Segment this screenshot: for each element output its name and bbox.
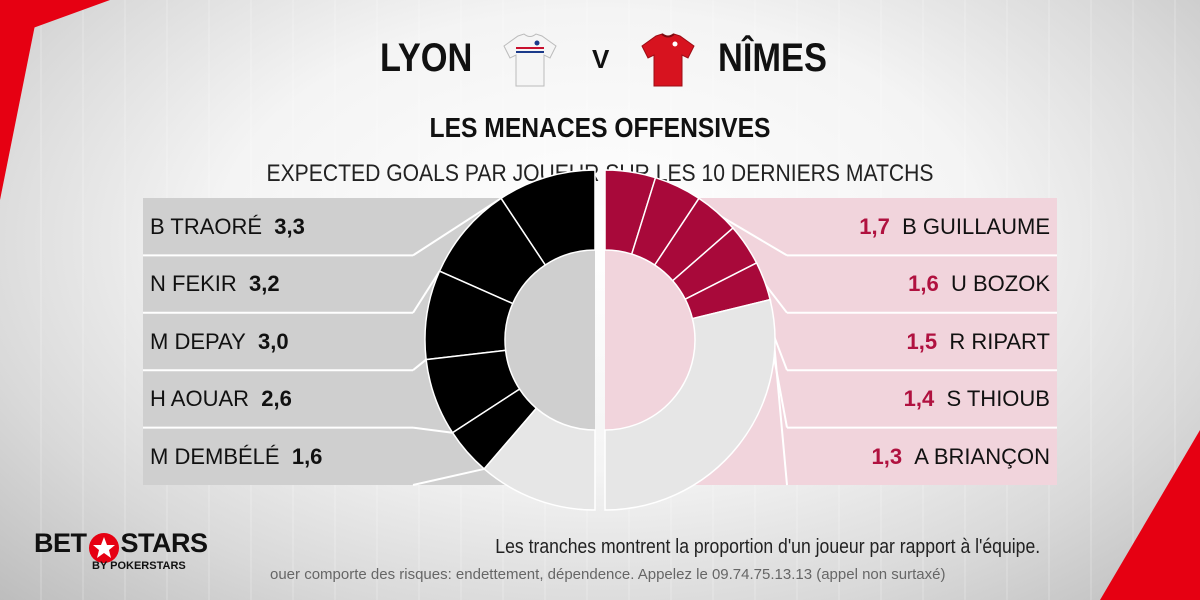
home-jersey-icon: [503, 33, 557, 87]
player-xg-value: 1,4: [903, 386, 935, 412]
betstars-logo: BET STARS BY POKERSTARS: [34, 528, 208, 572]
home-player-row: M DEPAY 3,0: [150, 329, 289, 355]
home-connector-1: [412, 197, 502, 257]
chart-title: LES MENACES OFFENSIVES: [429, 112, 771, 143]
home-team-name: LYON: [380, 36, 473, 80]
home-player-row: B TRAORÉ 3,3: [150, 214, 305, 240]
home-player-row: N FEKIR 3,2: [150, 271, 280, 297]
home-player-row: M DEMBÉLÉ 1,6: [150, 444, 322, 470]
player-xg-value: 3,3: [274, 214, 305, 239]
star-logo-icon: [88, 532, 119, 563]
away-player-row: 1,6 U BOZOK: [908, 271, 1050, 297]
player-name: B GUILLAUME: [902, 214, 1050, 239]
player-xg-value: 3,2: [249, 271, 280, 297]
away-team-name: NÎMES: [718, 36, 827, 80]
player-name: B TRAORÉ: [150, 214, 263, 239]
player-xg-value: 1,6: [291, 443, 323, 469]
player-name: H AOUAR: [150, 386, 250, 412]
corner-accent-bottom-right: [1100, 430, 1200, 600]
player-name: M DEPAY: [150, 328, 246, 354]
player-xg-value: 2,6: [261, 386, 292, 412]
gambling-disclaimer: ouer comporte des risques: endettement, …: [270, 566, 946, 583]
home-remainder-slice: [483, 407, 596, 511]
player-name: A BRIANÇON: [914, 443, 1050, 469]
away-player-row: 1,7 B GUILLAUME: [859, 214, 1050, 240]
chart-subtitle: EXPECTED GOALS PAR JOUEUR SUR LES 10 DER…: [266, 160, 934, 187]
away-player-row: 1,4 S THIOUB: [904, 386, 1050, 412]
player-xg-value: 1,5: [906, 328, 938, 354]
corner-accent-top-left-2: [0, 0, 110, 40]
away-jersey-icon: [641, 33, 695, 87]
player-name: U BOZOK: [950, 271, 1050, 297]
brand-text-right: STARS: [120, 528, 209, 558]
player-xg-value: 1,7: [859, 214, 890, 239]
home-player-row: H AOUAR 2,6: [150, 386, 292, 412]
player-xg-value: 1,3: [871, 443, 903, 469]
player-name: R RIPART: [949, 328, 1050, 354]
player-xg-value: 3,0: [258, 328, 289, 354]
home-connector-5: [412, 467, 485, 486]
away-player-row: 1,3 A BRIANÇON: [871, 444, 1050, 470]
home-connector-2: [412, 270, 441, 314]
player-xg-value: 1,6: [908, 271, 939, 297]
player-name: S THIOUB: [946, 386, 1050, 412]
brand-subtitle: BY POKERSTARS: [92, 559, 186, 572]
brand-text-left: BET: [34, 528, 87, 558]
chart-note: Les tranches montrent la proportion d'un…: [495, 536, 1040, 558]
versus-label: V: [592, 44, 610, 74]
player-name: N FEKIR: [150, 271, 237, 297]
away-player-row: 1,5 R RIPART: [907, 329, 1050, 355]
home-connector-3: [412, 358, 427, 371]
away-remainder-slice: [604, 298, 776, 511]
home-connector-4: [412, 426, 453, 434]
player-name: M DEMBÉLÉ: [150, 443, 280, 469]
match-header: LYON V NÎMES: [0, 33, 1200, 87]
